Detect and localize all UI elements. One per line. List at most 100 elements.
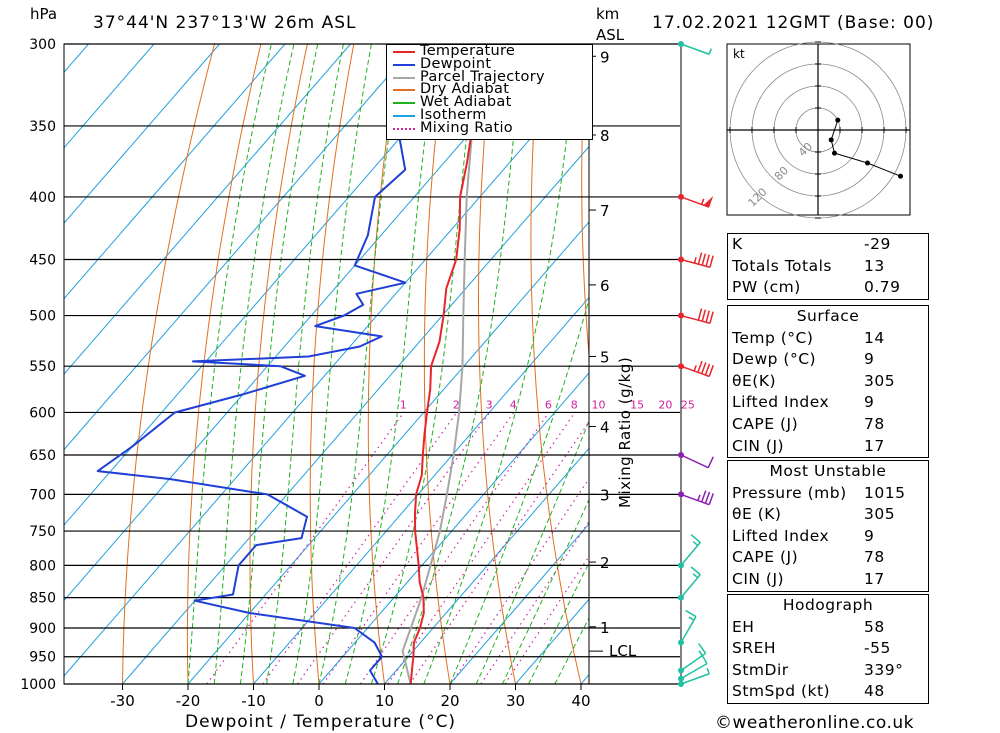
- table-row-label: θE (K): [732, 505, 782, 524]
- table-row: StmDir 339°: [728, 660, 928, 682]
- hodograph-point: [865, 160, 870, 166]
- dry-adiabat-line: [367, 44, 401, 684]
- wind-barb-feather: [697, 308, 703, 321]
- table-row-value: 9: [864, 526, 875, 545]
- table-row-value: 305: [864, 505, 896, 524]
- credit-text: ©weatheronline.co.uk: [715, 713, 914, 733]
- wet-adiabat-line: [187, 44, 272, 684]
- table-row-label: Pressure (mb): [732, 483, 847, 502]
- table-row-value: 9: [864, 393, 875, 412]
- legend-label: Isotherm: [420, 106, 487, 123]
- pressure-tick-label: 1000: [20, 677, 56, 693]
- isotherm-line: [64, 44, 286, 300]
- table-row-value: 14: [864, 328, 885, 347]
- isotherm-line: [122, 145, 589, 684]
- wind-barb-feather: [708, 364, 714, 377]
- wind-barb-shaft: [680, 43, 710, 55]
- mixing-ratio-label: 10: [592, 399, 606, 412]
- table-title: Hodograph: [782, 596, 874, 614]
- pressure-unit-label: hPa: [30, 5, 57, 23]
- pressure-tick-label: 500: [29, 309, 56, 325]
- mixing-ratio-axis-label: Mixing Ratio (g/kg): [616, 357, 634, 508]
- table-row-label: EH: [732, 617, 755, 636]
- location-title: 37°44'N 237°13'W 26m ASL: [93, 13, 357, 33]
- wind-barb-flag: [703, 195, 714, 208]
- table-row: K -29: [728, 234, 928, 256]
- table-row: CIN (J) 17: [728, 569, 928, 591]
- legend-swatch: [393, 114, 415, 117]
- km-tick-label: 9: [600, 48, 610, 66]
- isotherm-line: [64, 44, 220, 224]
- wind-barb-shaft: [680, 663, 708, 680]
- table-row-value: 48: [864, 682, 885, 701]
- pressure-tick-label: 450: [29, 253, 56, 269]
- wet-adiabat-line: [213, 44, 295, 684]
- isotherm-line: [64, 44, 548, 602]
- table-row: θE (K) 305: [728, 504, 928, 526]
- table-row-value: 78: [864, 414, 885, 433]
- wet-adiabat-line: [423, 44, 578, 684]
- table-row-value: 339°: [864, 660, 904, 679]
- pressure-tick-label: 750: [29, 524, 56, 540]
- table-row: θE(K) 305: [728, 371, 928, 393]
- wind-barb-feather: [698, 643, 707, 654]
- legend-swatch: [393, 63, 415, 66]
- km-tick-label: 3: [600, 486, 610, 504]
- wind-barb: [678, 360, 714, 378]
- km-tick-label: 1: [600, 619, 610, 637]
- table-row-value: 9: [864, 350, 875, 369]
- table-row: Pressure (mb) 1015: [728, 483, 928, 505]
- isotherm-line: [318, 372, 589, 684]
- pressure-tick-label: 550: [29, 359, 56, 375]
- pressure-tick-label: 900: [29, 621, 56, 637]
- pressure-tick-label: 350: [29, 119, 56, 135]
- legend-item: Dry Adiabat: [387, 82, 592, 97]
- pressure-tick-label: 600: [29, 405, 56, 421]
- wind-barb-feather: [705, 310, 710, 323]
- wind-barb-shaft: [680, 493, 710, 506]
- mixing-ratio-label: 2: [453, 399, 460, 412]
- table-title: Most Unstable: [769, 462, 887, 480]
- wind-barb: [678, 667, 710, 687]
- pressure-tick-label: 650: [29, 448, 56, 464]
- wind-barb-half-feather: [693, 365, 697, 372]
- mixing-ratio-line: [297, 412, 491, 684]
- dry-adiabat-line: [530, 44, 582, 684]
- wind-barb-shaft: [680, 652, 707, 672]
- mixing-ratio-label: 20: [658, 399, 672, 412]
- wind-barb-feather: [700, 490, 707, 503]
- temperature-tick-label: 0: [314, 692, 324, 710]
- table-row: PW (cm) 0.79: [728, 277, 928, 299]
- table-row: CIN (J) 17: [728, 436, 928, 458]
- wind-barb-shaft: [680, 541, 701, 566]
- table-row-label: CAPE (J): [732, 548, 799, 567]
- table-row: SREH -55: [728, 638, 928, 660]
- temperature-tick-label: -30: [110, 692, 135, 710]
- wind-barb-feather: [709, 311, 714, 324]
- table-row-label: Temp (°C): [732, 328, 814, 347]
- table-row: StmSpd (kt) 48: [728, 681, 928, 703]
- wind-barb: [678, 652, 708, 682]
- table-row-label: Lifted Index: [732, 526, 830, 545]
- temperature-tick-label: -10: [241, 692, 266, 710]
- isotherm-line: [0, 44, 23, 684]
- temperature-tick-label: 20: [440, 692, 459, 710]
- wind-barb: [678, 193, 714, 208]
- legend-label: Temperature: [420, 43, 516, 59]
- wet-adiabat-line: [449, 297, 589, 684]
- mixing-ratio-line: [262, 412, 458, 684]
- mixing-ratio-label: 1: [400, 399, 407, 412]
- dry-adiabat-line: [631, 44, 712, 684]
- wet-adiabat-line: [266, 44, 344, 684]
- table-row-value: 0.79: [864, 278, 901, 297]
- legend-label: Dewpoint: [420, 55, 492, 72]
- dry-adiabat-line: [309, 44, 355, 684]
- isotherm-line: [253, 296, 589, 684]
- dewpoint-line: [96, 44, 417, 684]
- mixing-ratio-label: 3: [486, 399, 493, 412]
- wet-adiabat-line: [475, 419, 589, 684]
- lcl-label: LCL: [609, 642, 637, 660]
- wind-barb-feather: [700, 362, 707, 374]
- wind-barb-feather: [705, 254, 710, 267]
